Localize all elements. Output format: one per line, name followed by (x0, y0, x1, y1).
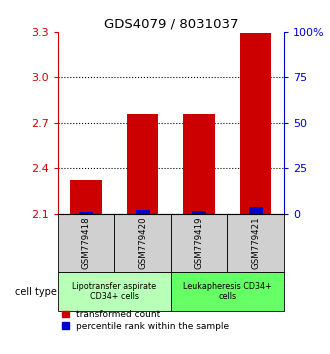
Bar (79, 212, 93, 214)
Text: Lipotransfer aspirate
CD34+ cells: Lipotransfer aspirate CD34+ cells (72, 282, 156, 301)
Bar (127, 114, 158, 214)
Bar (71, 181, 102, 214)
FancyBboxPatch shape (58, 214, 114, 272)
Text: GSM779420: GSM779420 (138, 217, 147, 269)
Bar (192, 211, 206, 214)
Bar (240, 33, 271, 214)
Text: GSM779421: GSM779421 (251, 217, 260, 269)
FancyBboxPatch shape (58, 272, 171, 311)
Text: Leukapheresis CD34+
cells: Leukapheresis CD34+ cells (183, 282, 272, 301)
Text: GSM779419: GSM779419 (194, 217, 204, 269)
FancyBboxPatch shape (227, 214, 284, 272)
Title: GDS4079 / 8031037: GDS4079 / 8031037 (104, 18, 238, 31)
Bar (248, 207, 263, 214)
Text: GSM779418: GSM779418 (82, 217, 90, 269)
FancyBboxPatch shape (171, 214, 227, 272)
FancyBboxPatch shape (171, 272, 284, 311)
Legend: transformed count, percentile rank within the sample: transformed count, percentile rank withi… (62, 310, 229, 331)
FancyBboxPatch shape (114, 214, 171, 272)
Text: cell type: cell type (15, 287, 57, 297)
Bar (183, 114, 214, 214)
Bar (136, 210, 149, 214)
